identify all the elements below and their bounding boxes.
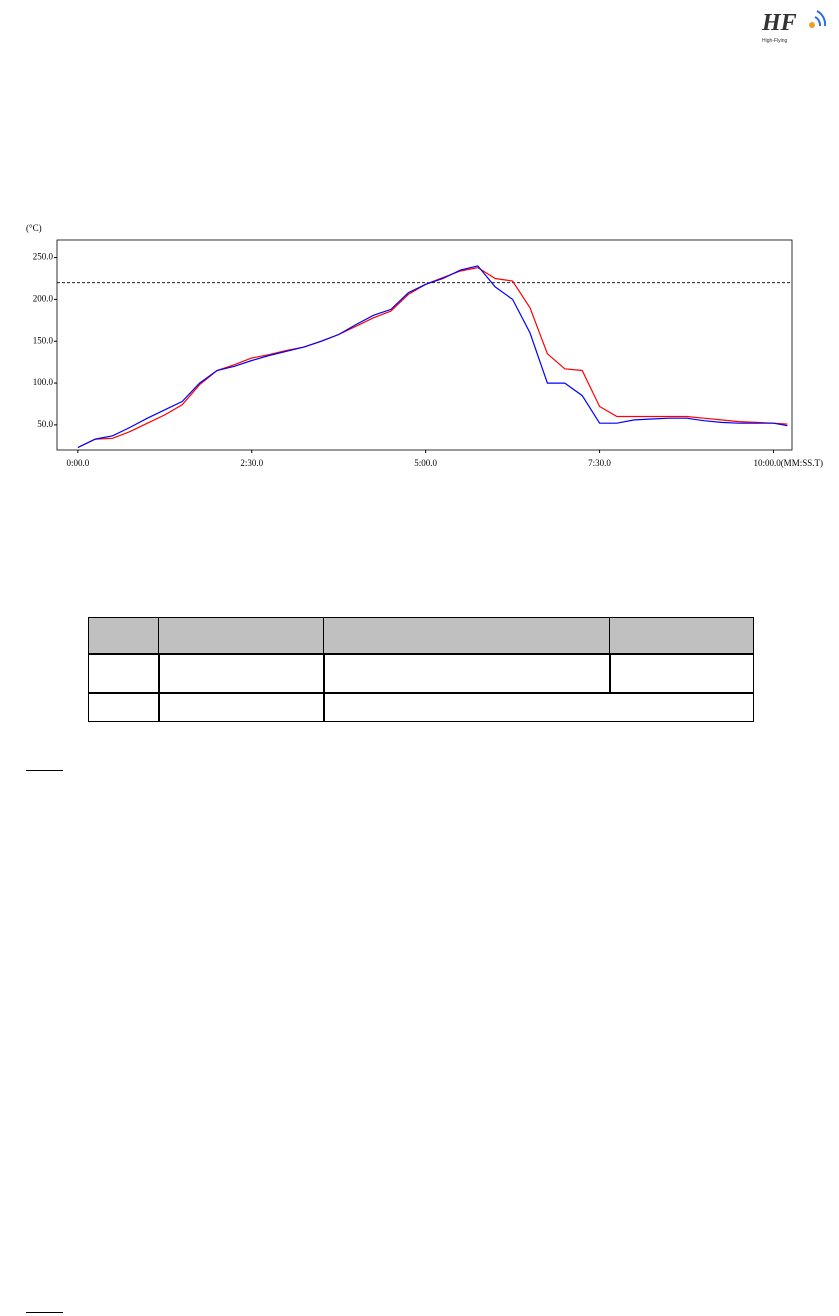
x-tick-label: 2:30.0 xyxy=(240,458,263,468)
table-cell xyxy=(158,653,325,694)
underline xyxy=(26,1312,63,1313)
table-cell xyxy=(88,692,160,722)
y-tick-label: 150.0 xyxy=(33,335,54,345)
y-tick-label: 250.0 xyxy=(33,252,54,262)
logo-subtitle: High-Flying xyxy=(762,38,788,44)
table-cell xyxy=(323,653,611,694)
table-cell xyxy=(88,653,160,694)
table-cell xyxy=(158,692,325,722)
series-line xyxy=(77,265,788,449)
table-cell xyxy=(88,617,160,655)
x-tick-label: 7:30.0 xyxy=(588,458,611,468)
y-tick-label: 50.0 xyxy=(37,419,53,429)
x-tick-label: 10:00.0(MM:SS.T) xyxy=(753,458,823,468)
table-cell xyxy=(323,692,754,722)
table-cell xyxy=(609,617,754,655)
x-tick-label: 0:00.0 xyxy=(66,458,89,468)
y-tick-label: 100.0 xyxy=(33,377,54,387)
table-cell xyxy=(158,617,325,655)
table-cell xyxy=(323,617,611,655)
logo: HF High-Flying xyxy=(760,8,830,48)
chart: (°C) 50.0 100.0 150.0 200.0 250.0 0:00.0 2:30.… xyxy=(26,223,823,468)
y-tick-label: 200.0 xyxy=(33,293,54,303)
logo-text: HF xyxy=(762,10,797,36)
y-axis-label: (°C) xyxy=(26,223,42,233)
table-cell xyxy=(609,653,754,694)
x-tick-label: 5:00.0 xyxy=(414,458,437,468)
logo-waves xyxy=(809,10,827,28)
series-line xyxy=(77,266,788,449)
underline xyxy=(26,770,63,771)
plot-frame xyxy=(56,239,793,451)
